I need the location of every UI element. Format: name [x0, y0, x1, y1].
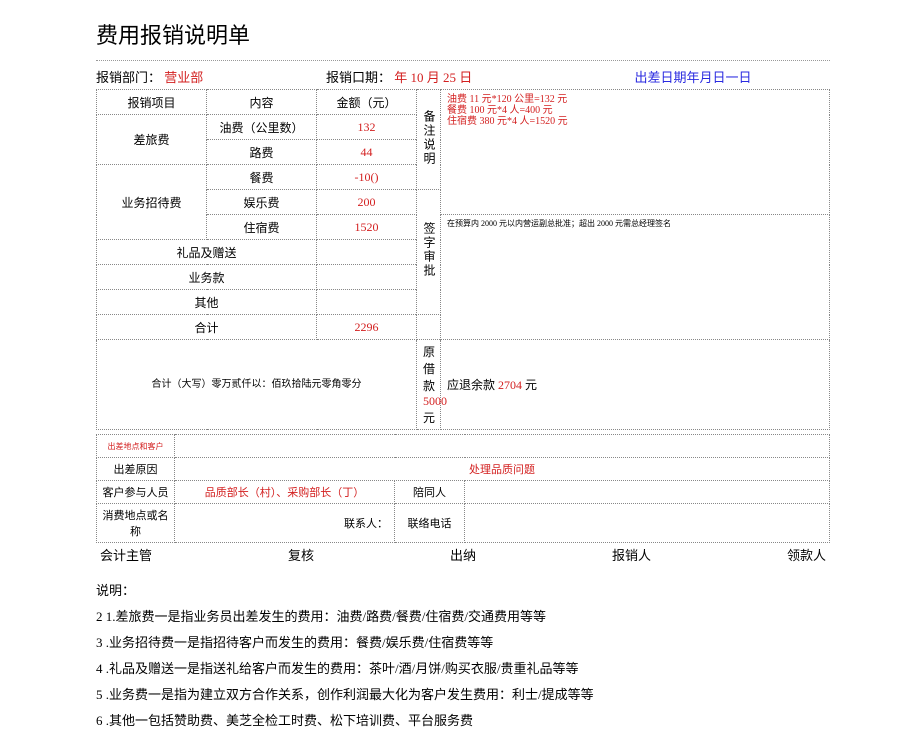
reason-value: 处理品质问题	[175, 458, 830, 481]
note-1: 2 1.差旅费­一是指业务员出差发生的费用：油费/路费/餐费/住宿费/交通费用等…	[96, 604, 830, 630]
sign-payee: 领款人	[787, 545, 826, 564]
doc-title: 费用报销说明单	[96, 18, 830, 50]
sign-acc: 会计主管	[100, 545, 152, 564]
note-5: 6 .其他一包括赞助费、美芝全检工时费、松下培训费、平台服务费	[96, 708, 830, 734]
row-ent-label: 娱乐费	[207, 190, 317, 215]
orig-loan: 原借款 5000 元	[417, 340, 441, 430]
place-cust-label: 出差地点和客户	[97, 435, 175, 458]
dept-label: 报销部门：	[96, 70, 161, 85]
top-line: 报销部门： 营业部 报销口期： 年 10 月 25 日 出差日期年月日一日	[96, 67, 830, 86]
note-3: 4 .礼品及赠送­一是指送礼给客户而发生的费用：茶叶/酒/月饼/购买衣服/贵重礼…	[96, 656, 830, 682]
sign-reimb: 报销人	[612, 545, 651, 564]
note-4: 5 .业务费一是指为建立双方合作关系，创作利润最大化为客户发生费用：利士/提成等…	[96, 682, 830, 708]
row-hotel-amt: 1520	[317, 215, 417, 240]
reason-label: 出差原因	[97, 458, 175, 481]
dept-value: 营业部	[164, 70, 203, 85]
sign-review: 复核	[288, 545, 314, 564]
title-divider	[96, 60, 830, 61]
accomp-value	[465, 481, 830, 504]
row-road-label: 路费	[207, 140, 317, 165]
cn-total: 合计（大写）零万贰仟以：佰玖拾陆元零角零分	[97, 340, 417, 430]
phone-value	[465, 504, 830, 543]
note-2: 3 .业务招待费一是指招待客户而发生的费用：餐费/娱乐费/住宿费等等	[96, 630, 830, 656]
return-loan: 应退余款 2704 元	[441, 340, 830, 430]
remark-cell: 油费 11 元*120 公里=132 元 餐费 100 元*4 人=400 元 …	[441, 90, 830, 215]
th-remark: 备注说明	[417, 90, 441, 190]
row-gift: 礼品及赠送	[97, 240, 317, 265]
th-amount: 金额（元）	[317, 90, 417, 115]
signature-line: 会计主管 复核 出纳 报销人 领款人	[96, 545, 830, 564]
trip-date-label: 出差日期年月日一日	[556, 67, 830, 86]
cust-people-value: 品质部长（村）、采购部长（丁）	[175, 481, 395, 504]
row-meal-amt: -10()	[317, 165, 417, 190]
contact-label: 联系人：	[175, 504, 395, 543]
row-ent-amt: 200	[317, 190, 417, 215]
row-travel: 差旅费	[97, 115, 207, 165]
sign-cash: 出纳	[450, 545, 476, 564]
row-bizk: 业务款	[97, 265, 317, 290]
remark-l2: 餐费 100 元*4 人=400 元	[447, 105, 825, 116]
remark-l3: 住宿费 380 元*4 人=1520 元	[447, 116, 825, 127]
phone-label: 联络电话	[395, 504, 465, 543]
remark-l1: 油费 11 元*120 公里=132 元	[447, 94, 825, 105]
info-table: 出差地点和客户 出差原因 处理品质问题 客户参与人员 品质部长（村）、采购部长（…	[96, 434, 830, 543]
row-total: 合计	[97, 315, 317, 340]
spend-place-label: 消费地点或名称	[97, 504, 175, 543]
row-other: 其他	[97, 290, 317, 315]
row-other-amt	[317, 290, 417, 315]
row-oil-label: 油费（公里数）	[207, 115, 317, 140]
row-bizk-amt	[317, 265, 417, 290]
row-total-amt: 2296	[317, 315, 417, 340]
approve-cell: 在预算内 2000 元以内营运副总批准；超出 2000 元需总经理签名	[441, 215, 830, 340]
row-oil-amt: 132	[317, 115, 417, 140]
notes: 说明： 2 1.差旅费­一是指业务员出差发生的费用：油费/路费/餐费/住宿费/交…	[96, 578, 830, 734]
row-biz: 业务招待费	[97, 165, 207, 240]
row-road-amt: 44	[317, 140, 417, 165]
expense-table: 报销项目 内容 金额（元） 备注说明 油费 11 元*120 公里=132 元 …	[96, 89, 830, 430]
row-gift-amt	[317, 240, 417, 265]
page: 费用报销说明单 报销部门： 营业部 报销口期： 年 10 月 25 日 出差日期…	[0, 0, 920, 651]
date-value: 年 10 月 25 日	[394, 70, 472, 85]
notes-lead: 说明：	[96, 578, 135, 604]
cust-people-label: 客户参与人员	[97, 481, 175, 504]
place-cust-value	[175, 435, 830, 458]
date-label: 报销口期：	[326, 70, 391, 85]
th-content: 内容	[207, 90, 317, 115]
accomp-label: 陪同人	[395, 481, 465, 504]
row-hotel-label: 住宿费	[207, 215, 317, 240]
th-approve: 签字审批	[417, 190, 441, 315]
th-item: 报销项目	[97, 90, 207, 115]
row-meal-label: 餐费	[207, 165, 317, 190]
